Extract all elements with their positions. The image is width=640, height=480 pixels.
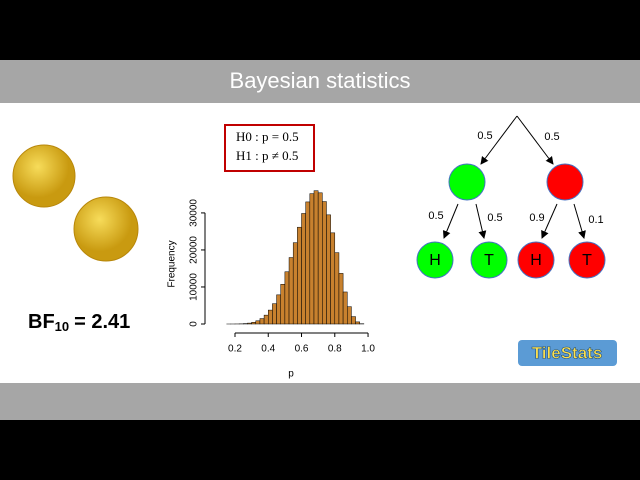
- hypothesis: H0 : p = 0.5: [236, 129, 299, 144]
- y-tick-label: 20000: [189, 236, 200, 264]
- bar: [317, 192, 323, 325]
- bar: [288, 257, 294, 325]
- tree: 0.5 0.5 0.5 0.5 0.9 0.1 H T H T: [416, 115, 606, 279]
- x-tick-label: 1.0: [361, 344, 375, 355]
- bar: [301, 213, 306, 325]
- hypothesis-box: [224, 124, 315, 172]
- x-tick-label: 0.4: [261, 344, 275, 355]
- bar: [247, 322, 252, 325]
- edge-label: 0.5: [477, 130, 492, 142]
- edge-label: 0.5: [544, 131, 559, 143]
- node: [448, 163, 486, 201]
- edge: [480, 115, 518, 165]
- x-tick-label: 0.2: [228, 344, 242, 355]
- leaf: [568, 241, 606, 279]
- bar: [347, 306, 352, 325]
- edge: [541, 203, 558, 239]
- logo: TileStats: [532, 343, 603, 362]
- edge-label: 0.5: [428, 210, 443, 222]
- bar: [330, 232, 336, 325]
- bar: [272, 303, 277, 325]
- title-bar: [0, 60, 640, 103]
- bar: [313, 190, 319, 325]
- footer-bar: [0, 383, 640, 420]
- x-tick-label: 0.8: [328, 344, 342, 355]
- edge: [442, 203, 459, 239]
- bayes-factor: BF10 = 2.41: [28, 311, 130, 334]
- bar: [292, 242, 298, 325]
- leaf-label: H: [530, 252, 542, 269]
- y-tick-label: 10000: [189, 273, 200, 301]
- bar: [276, 294, 281, 325]
- leaf-label: T: [484, 252, 494, 269]
- slide-title: Bayesian statistics: [230, 68, 411, 93]
- bar: [263, 314, 269, 325]
- node: [546, 163, 584, 201]
- bf-value: = 2.41: [74, 311, 130, 333]
- leaf: [470, 241, 508, 279]
- hypothesis: H1 : p ≠ 0.5: [236, 148, 298, 163]
- logo-badge: [518, 340, 617, 366]
- edge: [516, 115, 554, 165]
- coin: [12, 144, 76, 208]
- bar: [351, 316, 356, 325]
- bar: [334, 252, 340, 325]
- x-tick-label: 0.6: [295, 344, 309, 355]
- y-tick-label: 30000: [189, 199, 200, 227]
- bar: [305, 201, 311, 325]
- bar: [342, 291, 348, 325]
- edge-label: 0.9: [529, 212, 544, 224]
- bar: [259, 318, 265, 325]
- x-axis-label: p: [288, 369, 294, 380]
- bar: [255, 320, 261, 325]
- edge-label: 0.5: [487, 212, 502, 224]
- leaf-label: T: [582, 252, 592, 269]
- bar: [322, 201, 327, 325]
- edge-label: 0.1: [588, 214, 603, 226]
- histogram: p Frequency 0.2 0.4 0.6 0.8 1.0 0 10000 20000 30…: [167, 190, 375, 380]
- bottom-bar: [0, 420, 640, 480]
- y-tick-label: 0: [189, 321, 200, 327]
- top-bar: [0, 0, 640, 60]
- edge: [475, 203, 487, 239]
- coins: [12, 144, 139, 262]
- y-axis-label: Frequency: [167, 240, 178, 287]
- bar: [251, 322, 257, 325]
- bar: [309, 193, 315, 325]
- bar: [280, 284, 286, 325]
- leaf-label: H: [429, 252, 441, 269]
- bf-subscript: 10: [55, 319, 69, 334]
- bar: [268, 309, 273, 325]
- bf-label: BF: [28, 311, 55, 333]
- bar: [355, 321, 360, 325]
- coin: [73, 196, 139, 262]
- leaf: [416, 241, 454, 279]
- leaf: [517, 241, 555, 279]
- bar: [297, 226, 302, 325]
- bar: [338, 273, 344, 325]
- bar: [284, 271, 290, 325]
- edge: [573, 203, 586, 239]
- bar: [326, 214, 331, 325]
